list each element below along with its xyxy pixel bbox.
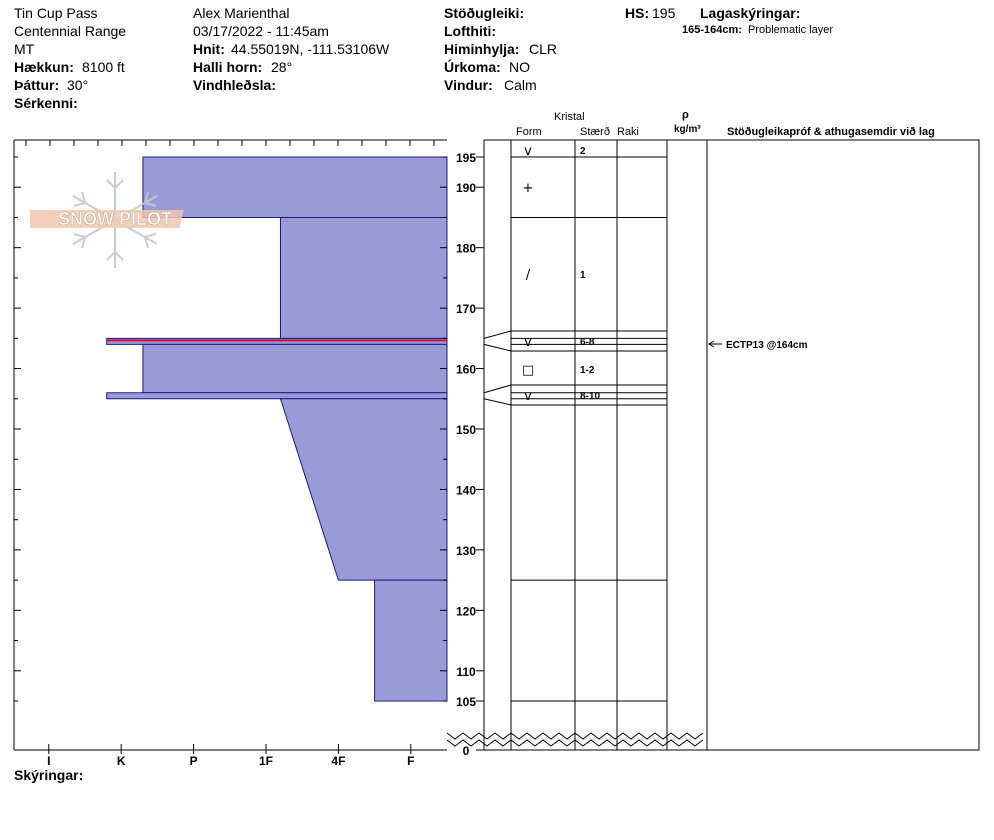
aspect-label: Þáttur: <box>14 77 60 93</box>
crystal-size-2: 1 <box>580 270 586 281</box>
crystal-size-5: 8-10 <box>580 391 600 402</box>
crystal-form-3: v <box>524 335 532 350</box>
hardness-label-K: K <box>117 754 126 768</box>
density-unit-header: kg/m³ <box>674 124 701 135</box>
crystal-size-3: 6-8 <box>580 337 595 348</box>
aspect-value: 30° <box>67 77 89 93</box>
test-arrowhead-0 <box>708 340 715 348</box>
elevation-label: Hækkun: <box>14 59 74 75</box>
height-label-130: 130 <box>456 544 476 558</box>
wind-label: Vindur: <box>444 77 493 93</box>
rho-header: ρ <box>682 109 689 121</box>
snowpilot-logo: SNOW PILOT <box>30 172 184 268</box>
profile-grid: I K P 1F 4F F19519018017016015014013012011010… <box>13 139 980 768</box>
layer-note-range: 165-164cm: <box>682 24 742 36</box>
hardness-layer-1 <box>279 216 448 339</box>
sky-value: CLR <box>529 41 558 57</box>
hardness-layer-5 <box>279 398 448 581</box>
height-label-120: 120 <box>456 604 476 618</box>
hardness-profile <box>106 156 448 702</box>
hardness-layer-4 <box>106 392 448 400</box>
height-label-170: 170 <box>456 302 476 316</box>
coords-label: Hnit: <box>193 41 225 57</box>
hardness-layer-6 <box>374 579 448 702</box>
observer-name: Alex Marienthal <box>193 5 290 21</box>
crystal-form-2: / <box>526 268 531 283</box>
hardness-label-1F: 1F <box>259 754 273 768</box>
height-label-160: 160 <box>456 363 476 377</box>
location-name: Tin Cup Pass <box>14 5 98 21</box>
coords-value: 44.55019N, -111.53106W <box>231 41 390 57</box>
connector <box>483 343 512 352</box>
precip-value: NO <box>509 59 530 75</box>
hs-label: HS: <box>625 5 650 21</box>
height-label-190: 190 <box>456 181 476 195</box>
precip-label: Úrkoma: <box>444 59 501 75</box>
wind-value: Calm <box>504 77 537 93</box>
crystal-form-1: + <box>523 181 534 196</box>
tests-header: Stöðugleikapróf & athugasemdir við lag <box>727 126 935 138</box>
mountain-range: Centennial Range <box>14 23 127 39</box>
height-label-180: 180 <box>456 242 476 256</box>
slope-label: Halli horn: <box>193 59 263 75</box>
crystal-table: v 2 + / 1 v 6-8 □ 1-2 v 8-10 ECTP13 @164cm <box>522 144 808 404</box>
state: MT <box>14 41 35 57</box>
crystal-header: Kristal <box>554 111 585 123</box>
hardness-label-4F: 4F <box>331 754 345 768</box>
specifics-label: Sérkenni: <box>14 95 78 111</box>
airtemp-label: Lofthiti: <box>444 23 497 39</box>
height-label-195: 195 <box>456 151 476 165</box>
tests-column-frame <box>706 139 980 751</box>
hs-value: 195 <box>652 5 676 21</box>
slope-value: 28° <box>271 59 293 75</box>
crystal-form-5: v <box>524 389 532 404</box>
hardness-label-F: F <box>407 754 414 768</box>
form-header: Form <box>516 126 542 138</box>
hardness-label-P: P <box>190 754 198 768</box>
connector <box>483 398 512 406</box>
sky-label: Himinhylja: <box>444 41 520 57</box>
height-label-140: 140 <box>456 483 476 497</box>
crystal-size-4: 1-2 <box>580 365 595 376</box>
logo-text: SNOW PILOT <box>58 209 172 229</box>
axis-break <box>446 739 704 747</box>
windload-label: Vindhleðsla: <box>193 77 276 93</box>
hardness-layer-3 <box>142 343 448 394</box>
layer-note-text: Problematic layer <box>748 24 833 36</box>
hardness-layer-2 <box>106 337 448 345</box>
layer-notes-label: Lagaskýringar: <box>700 5 801 21</box>
observation-datetime: 03/17/2022 - 11:45am <box>193 23 329 39</box>
height-label-0: 0 <box>463 744 470 758</box>
height-label-105: 105 <box>456 695 476 709</box>
test-label-0: ECTP13 @164cm <box>726 340 808 351</box>
hardness-label-I: I <box>47 754 50 768</box>
height-label-110: 110 <box>456 665 476 679</box>
crystal-size-0: 2 <box>580 146 586 157</box>
connector <box>483 384 512 394</box>
axis-break <box>446 732 704 740</box>
notes-label: Skýringar: <box>14 767 84 783</box>
connector <box>483 330 512 339</box>
crystal-form-4: □ <box>522 363 534 378</box>
size-header: Stærð <box>580 126 610 138</box>
stability-label: Stöðugleiki: <box>444 5 525 21</box>
moisture-header: Raki <box>617 126 640 138</box>
crystal-form-0: v <box>524 144 532 159</box>
elevation-value: 8100 ft <box>82 59 125 75</box>
height-label-150: 150 <box>456 423 476 437</box>
